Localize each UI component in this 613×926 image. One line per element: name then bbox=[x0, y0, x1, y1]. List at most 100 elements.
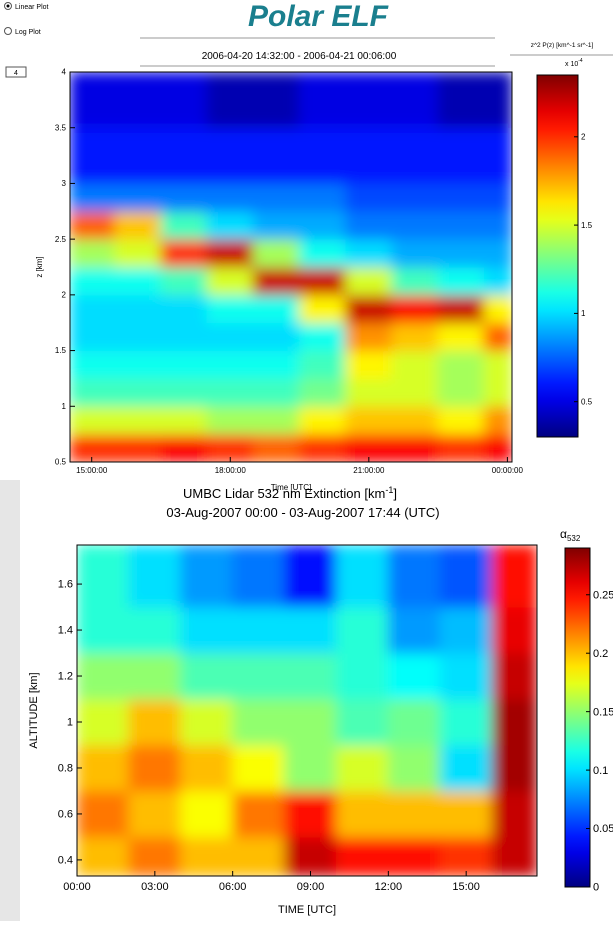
heatmap-cell bbox=[345, 294, 393, 324]
heatmap-cell bbox=[345, 266, 393, 296]
heatmap-cell bbox=[252, 266, 301, 296]
heatmap-cell bbox=[391, 377, 439, 407]
y-axis-label: ALTITUDE [km] bbox=[28, 672, 40, 748]
heatmap-cell bbox=[70, 182, 116, 212]
heatmap-cell bbox=[284, 606, 337, 654]
heatmap-cell bbox=[70, 127, 116, 184]
heatmap-cell bbox=[114, 294, 162, 324]
heatmap-cell bbox=[437, 210, 485, 240]
heatmap-cell bbox=[299, 72, 347, 129]
heatmap-cell bbox=[114, 238, 162, 268]
colorbar-tick-label: 0 bbox=[593, 882, 599, 894]
y-tick-label: 2.5 bbox=[55, 235, 67, 244]
heatmap-cell bbox=[335, 790, 389, 838]
heatmap-cell bbox=[437, 433, 485, 462]
heatmap-cell bbox=[180, 606, 234, 654]
input-value: 4 bbox=[14, 70, 18, 77]
y-tick-label: 3 bbox=[62, 179, 67, 188]
heatmap-cell bbox=[439, 652, 493, 700]
y-tick-label: 1.6 bbox=[58, 579, 73, 591]
heatmap-cell bbox=[252, 294, 301, 324]
y-tick-label: 4 bbox=[62, 68, 67, 77]
heatmap-cells bbox=[77, 545, 537, 876]
heatmap-cell bbox=[437, 294, 485, 324]
heatmap-cell bbox=[284, 652, 337, 700]
heatmap-cell bbox=[232, 606, 286, 654]
heatmap-cell bbox=[160, 238, 208, 268]
heatmap-cell bbox=[483, 322, 512, 352]
heatmap-cell bbox=[180, 698, 234, 746]
heatmap-cell bbox=[77, 698, 130, 746]
heatmap-cell bbox=[345, 72, 393, 129]
heatmap-cell bbox=[299, 238, 347, 268]
input-field[interactable] bbox=[5, 66, 27, 78]
heatmap-cell bbox=[252, 238, 301, 268]
y-tick-label: 1.2 bbox=[58, 671, 73, 683]
heatmap-cell bbox=[335, 698, 389, 746]
heatmap-cell bbox=[391, 127, 439, 184]
y-tick-label: 1.5 bbox=[55, 346, 67, 355]
heatmap-cell bbox=[70, 238, 116, 268]
side-strip bbox=[0, 480, 20, 921]
heatmap-cell bbox=[387, 698, 441, 746]
heatmap-cell bbox=[232, 652, 286, 700]
heatmap-cell bbox=[483, 350, 512, 379]
heatmap-cell bbox=[160, 266, 208, 296]
heatmap-cells bbox=[70, 72, 512, 462]
heatmap-cell bbox=[483, 266, 512, 296]
heatmap-cell bbox=[77, 836, 130, 876]
heatmap-cell bbox=[483, 377, 512, 407]
heatmap-cell bbox=[345, 127, 393, 184]
heatmap-cell bbox=[128, 545, 182, 608]
heatmap-cell bbox=[437, 266, 485, 296]
plot-frame bbox=[76, 544, 538, 877]
heatmap-cell bbox=[439, 790, 493, 838]
heatmap-cell bbox=[391, 294, 439, 324]
heatmap-cell bbox=[232, 836, 286, 876]
heatmap-cell bbox=[160, 322, 208, 352]
heatmap-cell bbox=[70, 72, 116, 129]
heatmap-cell bbox=[128, 744, 182, 792]
heatmap-cell bbox=[180, 836, 234, 876]
heatmap-cell bbox=[335, 606, 389, 654]
heatmap-cell bbox=[491, 606, 537, 654]
x-tick-label: 09:00 bbox=[297, 881, 325, 893]
y-tick-label: 0.6 bbox=[58, 809, 73, 821]
heatmap-cell bbox=[70, 350, 116, 379]
heatmap-cell bbox=[70, 266, 116, 296]
radio-label: Linear Plot bbox=[15, 4, 49, 11]
y-tick-label: 1 bbox=[67, 717, 73, 729]
heatmap-cell bbox=[77, 545, 130, 608]
heatmap-cell bbox=[160, 405, 208, 435]
heatmap-cell bbox=[232, 545, 286, 608]
heatmap-cell bbox=[437, 405, 485, 435]
heatmap-cell bbox=[232, 790, 286, 838]
x-tick-label: 06:00 bbox=[219, 881, 247, 893]
heatmap-cell bbox=[299, 127, 347, 184]
heatmap-cell bbox=[128, 606, 182, 654]
heatmap-cell bbox=[284, 744, 337, 792]
heatmap-cell bbox=[387, 744, 441, 792]
y-axis-label: z [km] bbox=[35, 256, 44, 277]
heatmap-cell bbox=[439, 744, 493, 792]
heatmap-cell bbox=[483, 238, 512, 268]
heatmap-cell bbox=[491, 836, 537, 876]
y-tick-label: 0.5 bbox=[55, 458, 67, 467]
app-title: Polar ELF bbox=[248, 0, 389, 33]
x-tick-label: 21:00:00 bbox=[353, 466, 385, 475]
heatmap-cell bbox=[180, 744, 234, 792]
heatmap-cell bbox=[206, 377, 254, 407]
heatmap-cell bbox=[232, 744, 286, 792]
radio-log[interactable] bbox=[4, 27, 12, 35]
heatmap-cell bbox=[160, 350, 208, 379]
colorbar-tick-label: 0.2 bbox=[593, 648, 608, 660]
colorbar-tick-label: 0.15 bbox=[593, 706, 613, 718]
x-tick-label: 18:00:00 bbox=[215, 466, 247, 475]
heatmap-cell bbox=[114, 433, 162, 462]
heatmap-cell bbox=[391, 266, 439, 296]
heatmap-cell bbox=[299, 266, 347, 296]
heatmap-cell bbox=[345, 210, 393, 240]
heatmap-cell bbox=[284, 790, 337, 838]
heatmap-cell bbox=[206, 210, 254, 240]
heatmap-cell bbox=[299, 322, 347, 352]
